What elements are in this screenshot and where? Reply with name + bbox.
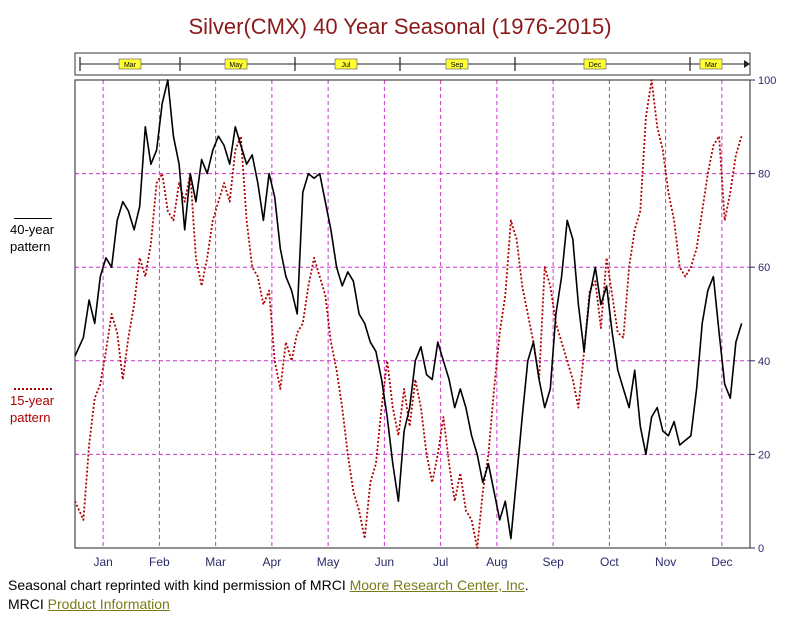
- series-40-year-line: [74, 79, 743, 540]
- y-tick-label-100: 100: [758, 75, 776, 87]
- axes: 0 20 40 60 80 100 Jan Feb Mar Apr May Jun Jul Aug Sep O…: [74, 75, 776, 569]
- legend-40-year: 40-year pattern: [10, 218, 70, 255]
- contract-label-2: Jul: [342, 62, 351, 69]
- y-tick-label-20: 20: [758, 449, 770, 461]
- y-tick-label-80: 80: [758, 169, 770, 181]
- y-tick-label-40: 40: [758, 356, 770, 368]
- contract-bar-arrow: [744, 60, 750, 68]
- x-tick-label-sep: Sep: [542, 555, 564, 569]
- x-tick-label-feb: Feb: [149, 555, 170, 569]
- product-information-link[interactable]: Product Information: [47, 596, 170, 612]
- series-15-year-line: [74, 79, 743, 549]
- y-tick-label-0: 0: [758, 543, 764, 555]
- x-tick-label-dec: Dec: [711, 555, 732, 569]
- footer: Seasonal chart reprinted with kind permi…: [8, 576, 529, 614]
- y-tick-label-60: 60: [758, 262, 770, 274]
- contract-box-0: [118, 58, 142, 70]
- contract-label-3: Sep: [451, 62, 464, 69]
- x-tick-label-jan: Jan: [93, 555, 112, 569]
- legend-15-year: 15-year pattern: [10, 388, 70, 426]
- x-tick-label-may: May: [317, 555, 340, 569]
- moore-research-link[interactable]: Moore Research Center, Inc: [349, 577, 525, 593]
- contract-label-0: Mar: [124, 62, 137, 69]
- plot-frame: [74, 79, 751, 549]
- footer-line-2: MRCI Product Information: [8, 595, 529, 614]
- x-tick-label-mar: Mar: [205, 555, 226, 569]
- contract-box-4: [583, 58, 607, 70]
- contract-label-1: May: [229, 62, 243, 69]
- footer-line-1: Seasonal chart reprinted with kind permi…: [8, 576, 529, 595]
- x-tick-label-aug: Aug: [486, 555, 507, 569]
- x-tick-label-oct: Oct: [600, 555, 619, 569]
- legend-40-year-label: 40-year pattern: [10, 222, 55, 254]
- chart-title: Silver(CMX) 40 Year Seasonal (1976-2015): [188, 14, 612, 39]
- contract-box-1: [224, 58, 248, 70]
- x-tick-label-apr: Apr: [263, 555, 282, 569]
- footer-credit-text: Seasonal chart reprinted with kind permi…: [8, 577, 350, 593]
- x-tick-label-jul: Jul: [433, 555, 448, 569]
- legend-40-year-swatch: [14, 218, 52, 219]
- contract-label-4: Dec: [589, 62, 602, 69]
- contract-bar: Mar May Jul Sep Dec Mar: [74, 52, 751, 76]
- x-tick-label-jun: Jun: [375, 555, 394, 569]
- seasonal-chart: Mar May Jul Sep Dec Mar 0 20 40 60 80 100 Jan Feb Mar…: [74, 52, 776, 569]
- legend-15-year-label: 15-year pattern: [10, 393, 55, 425]
- legend-15-year-swatch: [14, 388, 52, 390]
- contract-box-2: [334, 58, 358, 70]
- contract-label-5: Mar: [705, 62, 718, 69]
- x-tick-label-nov: Nov: [655, 555, 676, 569]
- footer-credit-end: .: [524, 577, 529, 593]
- footer-mrci-text: MRCI: [8, 596, 48, 612]
- series-layer: [74, 79, 743, 549]
- contract-box-3: [445, 58, 469, 70]
- contract-box-5: [699, 58, 723, 70]
